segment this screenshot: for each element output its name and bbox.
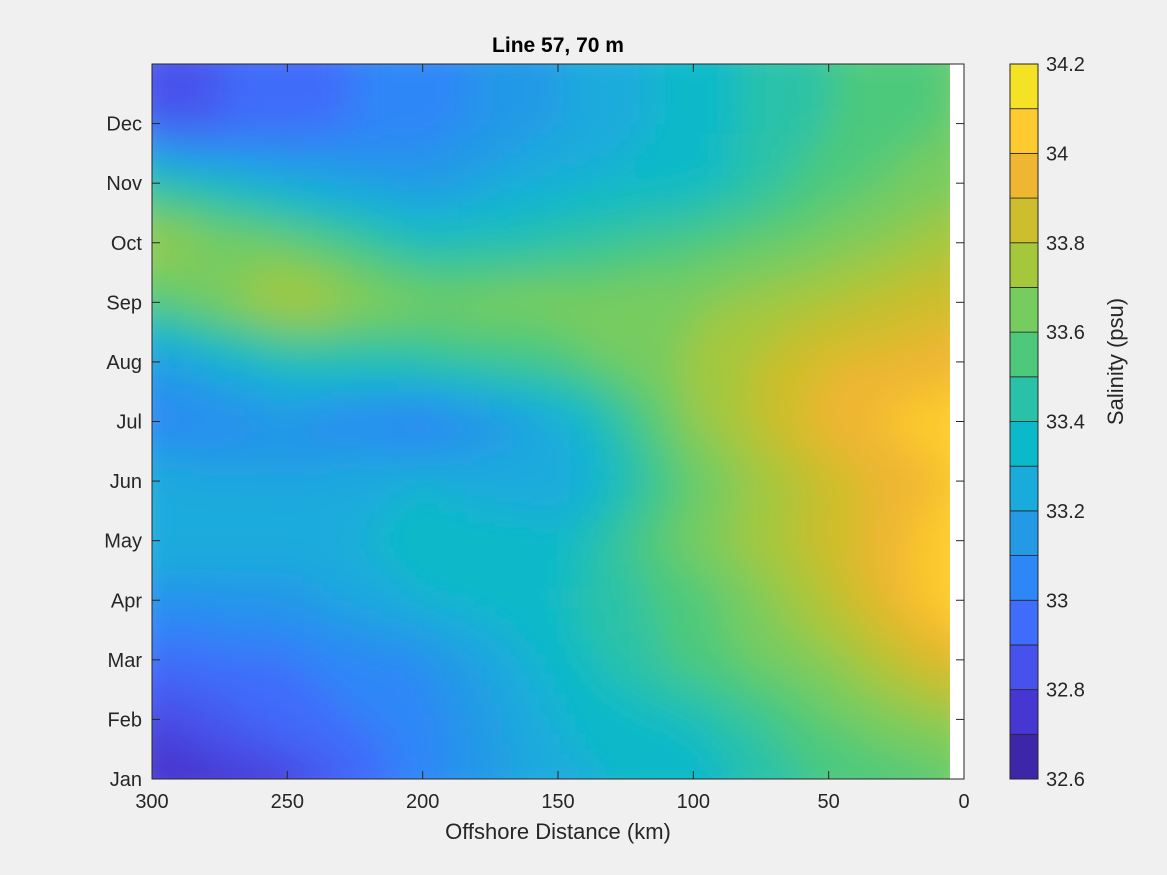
y-tick-label: Oct — [111, 233, 143, 255]
colorbar-tick-label: 33 — [1046, 590, 1068, 612]
contour-plot-area — [151, 63, 965, 780]
colorbar-band — [1009, 421, 1039, 467]
colorbar-band — [1009, 287, 1039, 333]
colorbar-label: Salinity (psu) — [1103, 298, 1128, 425]
y-tick-label: Aug — [106, 352, 142, 374]
colorbar-band — [1009, 197, 1039, 244]
y-tick-label: Dec — [106, 114, 142, 136]
y-tick-label: Jan — [110, 769, 142, 791]
colorbar-band — [1009, 63, 1039, 110]
colorbar-band — [1009, 689, 1039, 735]
x-tick-label: 100 — [677, 791, 710, 813]
chart-title: Line 57, 70 m — [492, 34, 624, 57]
y-tick-label: Apr — [111, 590, 142, 612]
colorbar-band — [1009, 108, 1039, 154]
colorbar-tick-label: 33.8 — [1046, 233, 1085, 255]
y-tick-label: Jul — [116, 412, 142, 434]
y-tick-label: Nov — [106, 173, 142, 195]
colorbar-band — [1009, 242, 1039, 288]
colorbar-tick-label: 33.6 — [1046, 322, 1085, 344]
colorbar-tick-label: 33.2 — [1046, 501, 1085, 523]
colorbar-band — [1009, 599, 1039, 646]
y-axis-ticks: Jan Feb Mar Apr May Jun Jul Aug Sep Oct Nov Dec — [104, 114, 964, 791]
colorbar-band — [1009, 510, 1039, 556]
colorbar-band — [1009, 555, 1039, 601]
colorbar-band — [1009, 331, 1039, 378]
colorbar-band — [1009, 465, 1039, 512]
x-axis-label: Offshore Distance (km) — [445, 819, 671, 844]
y-tick-label: Mar — [108, 650, 143, 672]
x-tick-label: 300 — [135, 791, 168, 813]
colorbar-tick-label: 32.6 — [1046, 769, 1085, 791]
y-tick-label: May — [104, 531, 142, 553]
y-tick-label: Jun — [110, 471, 142, 493]
colorbar-tick-label: 34 — [1046, 143, 1068, 165]
colorbar — [1009, 63, 1039, 780]
x-tick-label: 0 — [958, 791, 969, 813]
colorbar-band — [1009, 152, 1039, 199]
colorbar-band — [1009, 733, 1039, 780]
x-tick-label: 50 — [818, 791, 840, 813]
colorbar-band — [1009, 376, 1039, 422]
y-tick-label: Sep — [106, 292, 142, 314]
x-tick-label: 250 — [271, 791, 304, 813]
colorbar-band — [1009, 644, 1039, 691]
salinity-contour-field — [152, 64, 950, 779]
colorbar-ticks: 32.6 32.8 33 33.2 33.4 33.6 33.8 34 34.2 — [1046, 54, 1085, 791]
colorbar-tick-label: 34.2 — [1046, 54, 1085, 76]
x-axis-ticks: 300 250 200 150 100 50 0 — [135, 64, 970, 813]
y-tick-label: Feb — [108, 709, 142, 731]
x-tick-label: 150 — [541, 791, 574, 813]
x-tick-label: 200 — [406, 791, 439, 813]
colorbar-frame — [1009, 63, 1039, 780]
colorbar-tick-label: 32.8 — [1046, 680, 1085, 702]
colorbar-tick-label: 33.4 — [1046, 412, 1085, 434]
